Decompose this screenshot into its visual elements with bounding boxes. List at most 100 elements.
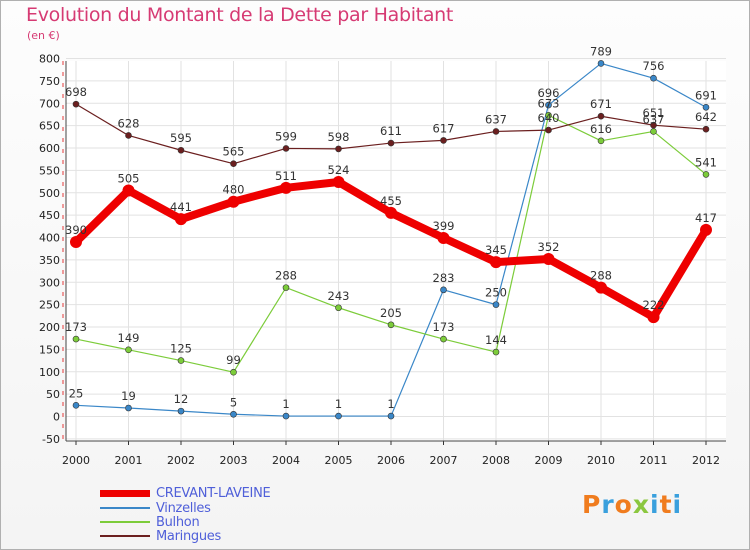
x-tick-label: 2001	[115, 454, 143, 467]
data-label-maringues: 671	[590, 97, 612, 111]
data-label-bulhon: 541	[695, 155, 717, 169]
data-point-bulhon	[72, 335, 80, 343]
legend-item-bulhon[interactable]: Bulhon	[100, 514, 200, 530]
data-point-maringues	[387, 139, 395, 147]
data-point-bulhon	[702, 171, 710, 178]
data-point-crevant-laveine	[542, 252, 555, 265]
data-label-vinzelles: 25	[69, 386, 84, 400]
data-label-bulhon: 125	[170, 342, 192, 356]
logo-letter: x	[632, 490, 650, 519]
data-point-vinzelles	[597, 60, 605, 67]
x-tick-label: 2005	[325, 454, 353, 467]
data-point-maringues	[282, 145, 290, 152]
data-point-crevant-laveine	[280, 181, 292, 194]
data-label-maringues: 637	[485, 112, 507, 126]
y-tick-label: 150	[39, 343, 60, 356]
data-point-maringues	[335, 145, 342, 153]
data-point-bulhon	[440, 335, 447, 343]
data-label-crevant-laveine: 345	[485, 243, 507, 257]
data-label-vinzelles: 756	[643, 59, 665, 73]
data-point-crevant-laveine	[595, 281, 607, 294]
legend-swatch-vinzelles	[100, 507, 150, 509]
x-tick-label: 2010	[587, 454, 615, 467]
data-point-vinzelles	[492, 301, 500, 308]
data-point-bulhon	[597, 137, 605, 145]
data-point-maringues	[492, 128, 500, 135]
data-label-maringues: 565	[223, 145, 245, 159]
data-point-maringues	[702, 125, 710, 133]
data-point-bulhon	[492, 348, 500, 356]
data-point-vinzelles	[177, 407, 185, 415]
y-tick-label: 100	[39, 366, 60, 379]
legend-item-vinzelles[interactable]: Vinzelles	[100, 501, 211, 516]
x-tick-label: 2000	[62, 454, 90, 467]
data-point-crevant-laveine	[647, 311, 660, 324]
data-label-vinzelles: 250	[485, 286, 507, 300]
data-point-vinzelles	[702, 103, 710, 111]
data-point-crevant-laveine	[122, 184, 135, 197]
legend-label-bulhon: Bulhon	[156, 514, 200, 530]
data-point-maringues	[597, 112, 605, 120]
data-label-bulhon: 673	[538, 96, 560, 110]
data-label-maringues: 642	[695, 110, 717, 124]
data-point-vinzelles	[125, 404, 132, 412]
y-tick-label: 750	[39, 75, 60, 88]
legend-item-maringues[interactable]: Maringues	[100, 529, 221, 544]
data-label-vinzelles: 12	[174, 392, 189, 406]
logo-letter: r	[601, 490, 615, 519]
data-label-bulhon: 637	[643, 112, 665, 126]
logo-letter: P	[582, 490, 602, 519]
data-point-crevant-laveine	[70, 235, 82, 248]
y-tick-label: 50	[46, 388, 60, 401]
proxiti-logo: Proxiti	[582, 490, 682, 519]
logo-letter: t	[659, 490, 673, 519]
data-label-vinzelles: 691	[695, 88, 717, 102]
x-tick-label: 2011	[640, 454, 668, 467]
data-label-maringues: 651	[643, 106, 665, 120]
x-tick-label: 2004	[272, 454, 300, 467]
data-point-vinzelles	[72, 402, 80, 409]
data-point-maringues	[650, 121, 657, 129]
data-label-maringues: 599	[275, 129, 297, 143]
y-tick-label: 700	[39, 97, 60, 110]
data-label-crevant-laveine: 352	[538, 240, 560, 254]
data-label-bulhon: 173	[433, 320, 455, 334]
data-point-bulhon	[282, 284, 290, 291]
data-point-vinzelles	[545, 101, 552, 109]
data-point-crevant-laveine	[332, 176, 345, 189]
data-point-bulhon	[335, 304, 342, 312]
data-label-maringues: 698	[65, 85, 87, 99]
data-label-crevant-laveine: 390	[65, 223, 87, 237]
data-label-bulhon: 288	[275, 269, 297, 283]
data-label-vinzelles: 1	[282, 397, 289, 411]
data-point-maringues	[125, 132, 132, 139]
data-label-crevant-laveine: 511	[275, 169, 297, 183]
data-point-crevant-laveine	[227, 195, 240, 208]
data-label-vinzelles: 283	[433, 271, 455, 285]
data-point-bulhon	[387, 321, 395, 329]
y-tick-label: 800	[39, 53, 60, 66]
x-tick-label: 2012	[692, 454, 720, 467]
data-label-vinzelles: 696	[538, 86, 560, 100]
data-point-vinzelles	[387, 412, 395, 420]
data-label-maringues: 611	[380, 124, 402, 138]
data-point-vinzelles	[282, 412, 290, 420]
data-label-crevant-laveine: 399	[433, 219, 455, 233]
data-point-crevant-laveine	[437, 231, 450, 244]
logo-letter: i	[672, 490, 683, 519]
chart-title: Evolution du Montant de la Dette par Hab…	[26, 4, 454, 26]
data-point-bulhon	[650, 128, 657, 135]
x-tick-label: 2007	[430, 454, 458, 467]
data-point-crevant-laveine	[700, 223, 712, 236]
data-label-maringues: 640	[538, 111, 560, 125]
data-point-maringues	[440, 137, 447, 144]
y-tick-label: 600	[39, 142, 60, 155]
data-label-bulhon: 144	[485, 333, 507, 347]
data-point-crevant-laveine	[385, 206, 397, 219]
data-label-maringues: 617	[433, 121, 455, 135]
data-point-crevant-laveine	[490, 256, 502, 269]
legend-item-crevant-laveine[interactable]: CREVANT-LAVEINE	[100, 486, 271, 501]
data-label-vinzelles: 1	[387, 397, 394, 411]
y-tick-label: 300	[39, 276, 60, 289]
